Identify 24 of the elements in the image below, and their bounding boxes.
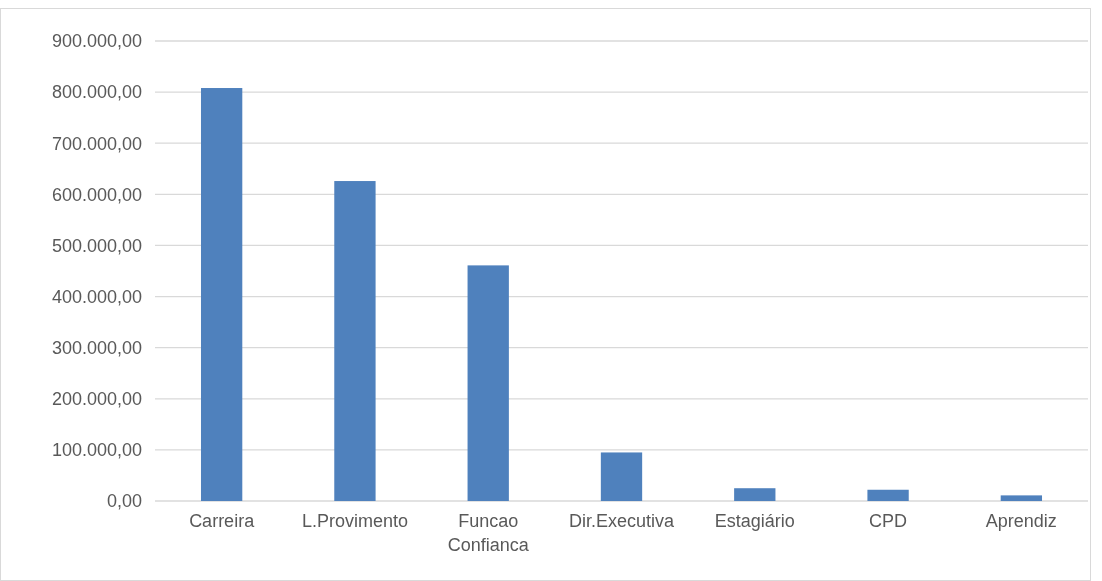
y-tick-label: 700.000,00 (51, 133, 142, 154)
x-tick-label: CPD (869, 511, 908, 531)
y-tick-label: 100.000,00 (51, 440, 142, 461)
bar (867, 489, 909, 501)
bar (334, 181, 376, 501)
bar (600, 452, 643, 501)
y-tick-label: 200.000,00 (51, 389, 142, 410)
y-tick-label: 800.000,00 (51, 82, 142, 103)
x-tick-label: Aprendiz (985, 511, 1057, 531)
y-tick-label: 0,00 (106, 491, 142, 512)
bar (200, 88, 243, 501)
bar (467, 265, 509, 501)
y-tick-label: 500.000,00 (51, 235, 142, 256)
x-tick-label: Funcao Confianca (447, 511, 530, 556)
x-tick-label: Estagiário (714, 511, 795, 531)
y-tick-label: 600.000,00 (51, 184, 142, 205)
y-tick-label: 900.000,00 (51, 31, 142, 52)
x-tick-label: Dir.Executiva (568, 511, 675, 531)
bar (1000, 495, 1043, 501)
x-tick-label: Carreira (189, 511, 256, 531)
bar (734, 488, 776, 501)
x-tick-label: L.Provimento (301, 511, 408, 531)
y-tick-label: 400.000,00 (51, 286, 142, 307)
y-tick-label: 300.000,00 (51, 337, 142, 358)
